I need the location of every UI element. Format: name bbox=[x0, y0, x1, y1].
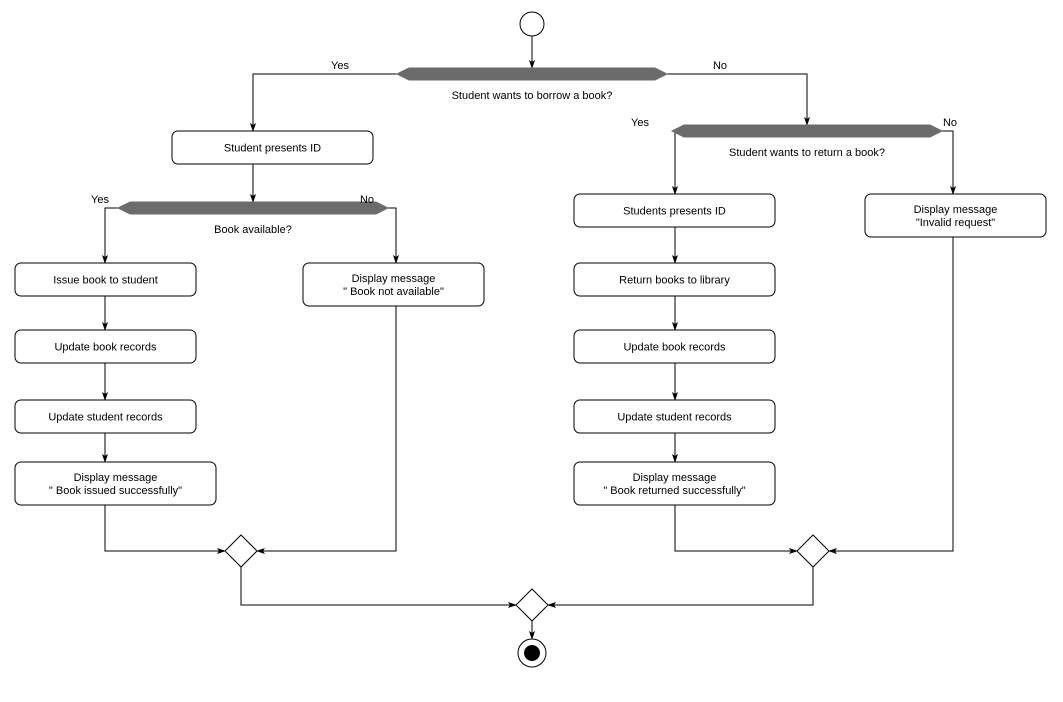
activity-label: Display message bbox=[914, 204, 998, 216]
edge bbox=[672, 131, 675, 194]
activity-label: Update student records bbox=[617, 412, 732, 424]
activity-label: Students presents ID bbox=[623, 206, 726, 218]
decision-d2 bbox=[672, 125, 942, 137]
activity-label: Display message bbox=[633, 472, 717, 484]
merge-m1 bbox=[225, 535, 257, 567]
branch-label-no: No bbox=[360, 194, 374, 206]
activity-label: " Book returned successfully" bbox=[603, 485, 745, 497]
branch-label-no: No bbox=[713, 60, 727, 72]
end-node-inner bbox=[524, 645, 540, 661]
merge-m2 bbox=[797, 535, 829, 567]
branch-label-yes: Yes bbox=[631, 117, 649, 129]
edge bbox=[387, 208, 396, 263]
edge bbox=[105, 208, 120, 263]
activity-label: " Book issued successfully" bbox=[49, 485, 182, 497]
merge-m3 bbox=[516, 589, 548, 621]
activity-label: " Book not available" bbox=[343, 286, 444, 298]
activity-label: Display message bbox=[74, 472, 158, 484]
activity-label: Student presents ID bbox=[224, 143, 321, 155]
activity-label: Update book records bbox=[54, 342, 157, 354]
edge bbox=[257, 306, 396, 551]
activity-label: Display message bbox=[352, 273, 436, 285]
edge bbox=[105, 505, 225, 551]
edge bbox=[829, 237, 953, 551]
activity-label: Issue book to student bbox=[53, 275, 158, 287]
start-node bbox=[520, 12, 544, 36]
decision-label: Student wants to return a book? bbox=[729, 147, 885, 159]
edge bbox=[253, 74, 397, 131]
activity-label: Update book records bbox=[623, 342, 726, 354]
edge bbox=[241, 567, 516, 605]
edge bbox=[548, 567, 813, 605]
branch-label-yes: Yes bbox=[331, 60, 349, 72]
flowchart-canvas: Student presents ID Issue book to student… bbox=[0, 0, 1063, 702]
decision-label: Book available? bbox=[214, 224, 292, 236]
edge bbox=[667, 74, 807, 125]
branch-label-no: No bbox=[943, 117, 957, 129]
activity-label: "Invalid request" bbox=[916, 217, 995, 229]
activity-label: Update student records bbox=[48, 412, 163, 424]
edge bbox=[675, 505, 797, 551]
decision-d1 bbox=[397, 68, 667, 80]
activity-label: Return books to library bbox=[619, 275, 730, 287]
edge bbox=[942, 131, 953, 194]
decision-label: Student wants to borrow a book? bbox=[452, 90, 613, 102]
branch-label-yes: Yes bbox=[91, 194, 109, 206]
decision-d3 bbox=[118, 202, 388, 214]
